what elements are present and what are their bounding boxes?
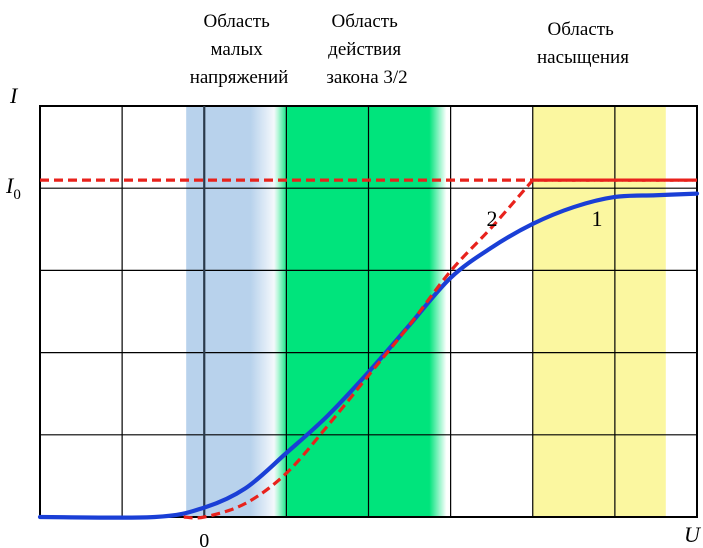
data-point-series-1 — [696, 192, 698, 194]
region-label-small-line-1: Область — [204, 11, 271, 32]
data-point-series-1 — [39, 516, 41, 518]
region-label-law32-line-3: закона 3/2 — [326, 67, 407, 88]
data-point-series-1 — [614, 196, 616, 198]
plot-frame — [39, 105, 698, 518]
data-point-series-1 — [367, 371, 369, 373]
region-label-small-line-2: малых — [211, 39, 264, 60]
data-point-series-1 — [244, 487, 246, 489]
data-point-series-2 — [244, 502, 246, 504]
data-point-series-1 — [573, 206, 575, 208]
region-band-small — [186, 106, 279, 517]
data-point-series-2 — [449, 270, 451, 272]
data-point-series-1 — [655, 194, 657, 196]
data-point-series-2 — [203, 516, 205, 518]
data-point-series-2 — [326, 425, 328, 427]
data-point-series-2 — [285, 472, 287, 474]
data-point-series-1 — [203, 506, 205, 508]
data-point-series-2 — [532, 179, 534, 181]
region-label-saturation-line-2: насыщения — [537, 47, 629, 68]
data-point-series-2 — [408, 324, 410, 326]
x-tick-label-0: 0 — [199, 530, 209, 548]
data-point-series-1 — [449, 277, 451, 279]
series-line-1 — [37, 191, 700, 520]
region-label-law32-line-2: действия — [328, 39, 401, 60]
data-point-series-2 — [183, 516, 185, 518]
data-point-series-1 — [285, 452, 287, 454]
data-point-series-1 — [490, 246, 492, 248]
series-label-2: 2 — [487, 206, 498, 231]
y-axis-label: I — [9, 83, 19, 108]
data-point-series-1 — [532, 223, 534, 225]
region-label-small: Область малых напряжений — [190, 11, 289, 88]
region-label-saturation-line-1: Область — [548, 19, 615, 40]
series-line-2 — [183, 178, 697, 520]
series-label-1: 1 — [592, 206, 603, 231]
i0-label-subscript: 0 — [13, 187, 21, 203]
region-label-small-line-3: напряжений — [190, 67, 289, 88]
region-label-law32: Область действия закона 3/2 — [326, 11, 407, 88]
region-label-law32-line-1: Область — [332, 11, 399, 32]
region-label-saturation: Область насыщения — [537, 19, 629, 68]
x-axis-label: U — [684, 522, 702, 547]
data-point-series-2 — [696, 179, 698, 181]
data-point-series-1 — [154, 516, 156, 518]
data-point-series-2 — [367, 374, 369, 376]
data-point-series-1 — [326, 415, 328, 417]
region-bands — [186, 106, 666, 517]
region-band-law32 — [274, 106, 447, 517]
region-band-saturation — [532, 106, 666, 517]
i0-label-main: I — [5, 173, 15, 198]
i0-label: I0 — [5, 173, 21, 203]
